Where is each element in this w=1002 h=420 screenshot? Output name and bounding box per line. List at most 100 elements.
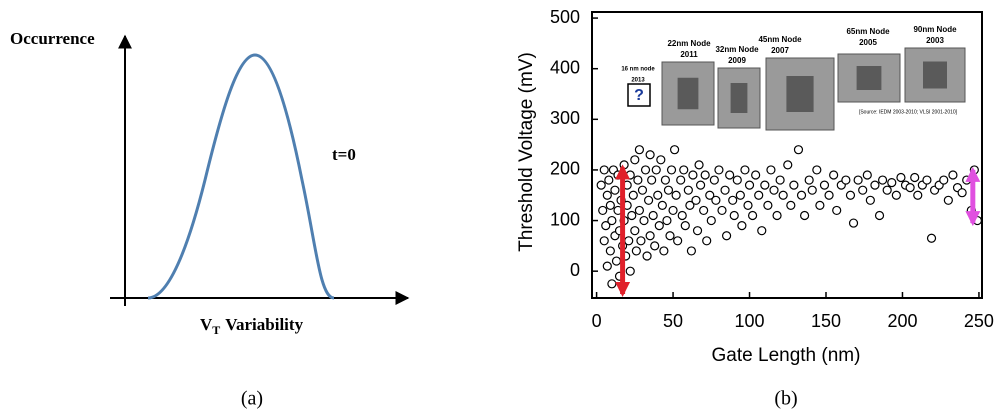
data-point — [896, 172, 906, 183]
data-point — [596, 180, 606, 190]
data-point — [650, 241, 660, 251]
data-point — [913, 190, 923, 200]
data-point — [637, 185, 648, 195]
inset-image-detail — [730, 83, 748, 113]
data-point — [683, 185, 693, 195]
y-tick-label: 300 — [550, 108, 580, 128]
inset-label: 2005 — [859, 38, 877, 47]
data-point — [709, 175, 719, 185]
data-point — [624, 236, 634, 246]
data-point — [957, 188, 967, 198]
data-point — [657, 200, 667, 210]
data-point — [625, 170, 635, 180]
source-note: [Source: IEDM 2003-2010; VLSI 2001-2010] — [859, 109, 958, 115]
data-point — [728, 195, 738, 205]
inset-image-detail — [923, 61, 947, 89]
data-point — [656, 155, 666, 165]
data-point — [598, 205, 608, 216]
data-point — [653, 190, 663, 200]
data-point — [737, 221, 747, 231]
data-point — [645, 231, 655, 241]
data-point — [887, 177, 897, 188]
data-point — [922, 175, 932, 185]
data-point — [679, 165, 689, 175]
caption: (a) — [241, 388, 263, 410]
data-point — [659, 246, 669, 256]
data-point — [775, 175, 785, 185]
data-point — [720, 185, 730, 195]
data-point — [778, 190, 788, 200]
data-point — [628, 190, 638, 200]
inset-label: 22nm Node — [667, 39, 711, 48]
data-point — [602, 261, 612, 271]
inset-label: 90nm Node — [913, 25, 957, 34]
data-point — [882, 185, 892, 195]
data-point — [642, 251, 652, 261]
inset-label: 2007 — [771, 46, 789, 55]
inset-box — [627, 83, 651, 107]
data-point — [725, 170, 735, 180]
data-point — [819, 180, 830, 190]
data-point — [695, 180, 706, 190]
data-point — [686, 246, 697, 256]
data-point — [611, 256, 622, 266]
data-point — [625, 266, 635, 276]
x-tick-label: 0 — [592, 311, 602, 331]
data-point — [633, 175, 643, 185]
data-point — [948, 170, 958, 180]
data-point — [694, 160, 704, 170]
data-point — [754, 190, 764, 200]
data-point — [630, 155, 640, 165]
data-point — [743, 200, 753, 210]
data-point — [943, 195, 953, 205]
data-point — [735, 190, 745, 200]
data-point — [711, 195, 721, 205]
data-point — [604, 175, 614, 185]
inset-label: 65nm Node — [846, 27, 890, 36]
y-label: Threshold Voltage (mV) — [516, 52, 537, 252]
data-point — [688, 170, 698, 180]
data-point — [865, 195, 875, 205]
data-point — [874, 210, 885, 221]
y-label: Occurrence — [10, 29, 95, 48]
data-point — [905, 183, 915, 193]
data-point — [732, 175, 742, 185]
data-point — [631, 246, 641, 256]
inset-image-detail — [786, 76, 814, 112]
data-point — [685, 200, 695, 210]
data-point — [607, 279, 617, 289]
y-tick-label: 400 — [550, 57, 580, 77]
x-tick-label: 100 — [735, 311, 765, 331]
data-point — [705, 190, 715, 200]
distribution-curve — [147, 53, 335, 300]
data-point — [870, 180, 880, 190]
data-point — [669, 145, 680, 155]
data-point — [769, 185, 779, 195]
data-point — [772, 210, 782, 221]
data-point — [721, 231, 732, 241]
data-point — [634, 145, 645, 155]
x-label-rest: Variability — [225, 315, 303, 334]
data-point — [680, 221, 690, 231]
data-point — [744, 180, 755, 190]
data-point — [599, 165, 609, 175]
y-tick-label: 500 — [550, 7, 580, 27]
panel-b: Gate Length (nm) Threshold Voltage (mV) … — [516, 7, 994, 410]
data-point — [605, 200, 615, 210]
data-point — [862, 170, 872, 180]
inset-label: 16 nm node — [621, 67, 655, 73]
data-point — [640, 165, 651, 175]
data-point — [853, 175, 863, 185]
y-tick-label: 100 — [550, 209, 580, 229]
data-point — [729, 210, 739, 221]
data-point — [926, 233, 937, 243]
data-point — [812, 165, 822, 175]
data-point — [962, 175, 972, 185]
x-label: VT Variability — [200, 315, 304, 337]
data-point — [832, 205, 842, 216]
data-point — [763, 200, 773, 210]
data-point — [643, 195, 654, 205]
data-point — [789, 180, 799, 190]
data-point — [760, 180, 770, 190]
data-point — [714, 165, 724, 175]
